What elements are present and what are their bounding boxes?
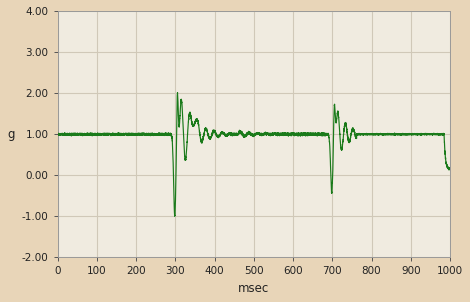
Y-axis label: g: g xyxy=(7,128,15,141)
X-axis label: msec: msec xyxy=(238,282,269,295)
